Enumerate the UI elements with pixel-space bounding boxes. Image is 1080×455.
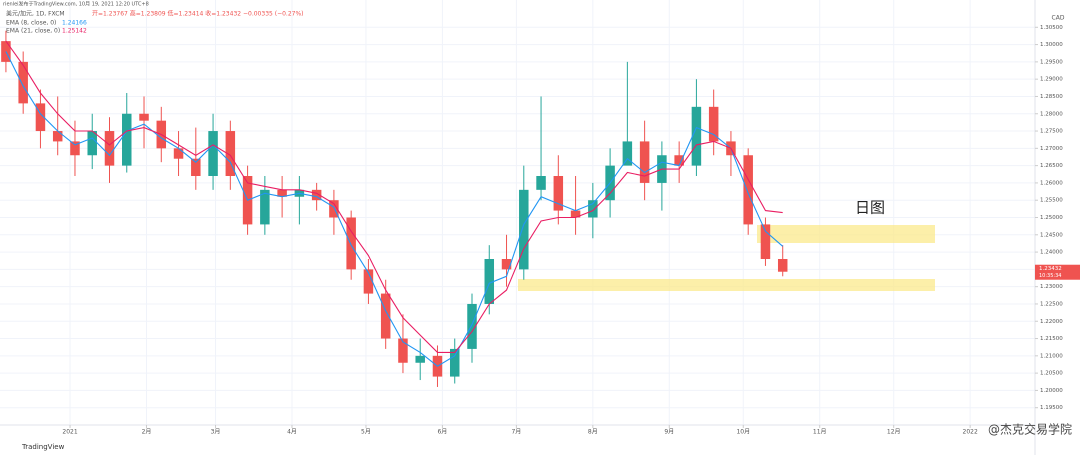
y-tick-label: 1.30500 [1040,25,1063,31]
logo: TradingView [21,443,65,451]
y-tick-label: 1.25000 [1040,215,1063,221]
resistance-zone [757,225,935,243]
y-tick-label: 1.28500 [1040,94,1063,100]
y-tick-label: 1.26500 [1040,163,1063,169]
candle-body [311,189,322,201]
candle-body [501,259,512,270]
y-tick-label: 1.21500 [1040,336,1063,342]
annotation: 日图 [855,199,885,217]
legend-value: 1.25142 [62,28,87,35]
candle-body [415,355,425,363]
y-tick-label: 1.20000 [1040,388,1063,394]
candle-body [674,155,684,166]
y-tick-label: 1.28000 [1040,111,1063,117]
legend-name: EMA (8, close, 0) [6,20,56,27]
candle-body [760,224,771,259]
y-tick-label: 1.20500 [1040,371,1063,377]
candle-body [777,259,788,272]
candle-body [346,217,356,270]
x-tick-label: 5月 [361,429,371,436]
x-tick-label: 9月 [664,429,674,436]
candle-body [225,131,236,176]
y-tick-label: 1.22000 [1040,319,1063,325]
published-by: rienlei发布于TradingView.com, 10月 19, 2021 … [3,1,149,8]
candle-body [398,338,408,363]
currency: CAD [1052,15,1065,22]
candle-body [484,259,495,304]
candle-body [70,141,80,156]
x-tick-label: 8月 [588,429,598,436]
ohlc: 开=1.23767 高=1.23809 低=1.23414 收=1.23432 … [92,10,304,18]
price-tag [1035,264,1080,280]
candle-body [743,155,753,225]
x-tick-label: 3月 [211,429,221,436]
candle-body [277,189,287,197]
y-tick-label: 1.30000 [1040,42,1063,48]
candle-body [449,348,460,377]
candle-body [467,303,477,349]
candle-body [35,103,46,132]
candle-body [639,141,650,183]
candle-body [18,61,28,104]
candle-body [588,200,598,218]
candle-body [208,131,218,176]
ema-line [5,40,783,353]
candle-body [363,269,374,294]
candle-body [708,106,719,142]
candle-body [260,189,270,225]
candle-body [329,200,339,218]
candle-body [519,189,529,270]
legend-value: 1.24166 [62,20,87,27]
candle-body [553,176,564,211]
y-tick-label: 1.27000 [1040,146,1063,152]
y-tick-label: 1.21000 [1040,353,1063,359]
y-tick-label: 1.24000 [1040,250,1063,256]
y-tick-label: 1.22500 [1040,301,1063,307]
x-tick-label: 2月 [142,429,152,436]
candle-body [52,131,63,142]
y-tick-label: 1.27500 [1040,129,1063,135]
candle-body [139,113,149,121]
candle-body [622,141,633,166]
candle-body [380,293,391,339]
y-tick-label: 1.26000 [1040,180,1063,186]
countdown: 10:35:34 [1039,273,1061,279]
y-tick-label: 1.24500 [1040,232,1063,238]
watermark: @杰克交易学院 [988,422,1072,437]
plot-area [1,30,788,387]
x-tick-label: 10月 [736,429,750,436]
ema-line [5,51,784,367]
price-tag-label: 1.23432 [1039,266,1062,272]
y-tick-label: 1.19500 [1040,405,1063,411]
x-tick-label: 7月 [511,429,521,436]
candle-body [104,131,115,166]
x-tick-label: 11月 [813,429,827,436]
x-tick-label: 6月 [437,429,447,436]
x-tick-label: 12月 [887,429,901,436]
support-zone [518,279,935,291]
y-tick-label: 1.29500 [1040,59,1063,65]
y-tick-label: 1.23000 [1040,284,1063,290]
legend-name: EMA (21, close, 0) [6,28,60,35]
x-tick-label: 2021 [62,429,77,436]
x-tick-label: 2022 [963,429,978,436]
candle-body [536,176,546,190]
candle-body [691,106,702,166]
y-tick-label: 1.29000 [1040,77,1063,83]
candle-body [191,158,201,176]
candle-body [173,148,184,159]
candle-body [122,113,132,166]
x-tick-label: 4月 [287,429,297,436]
symbol: 美元/加元, 1D, FXCM [6,10,65,18]
candle-body [87,131,97,156]
y-tick-label: 1.25500 [1040,198,1063,204]
candle-body [570,210,581,218]
